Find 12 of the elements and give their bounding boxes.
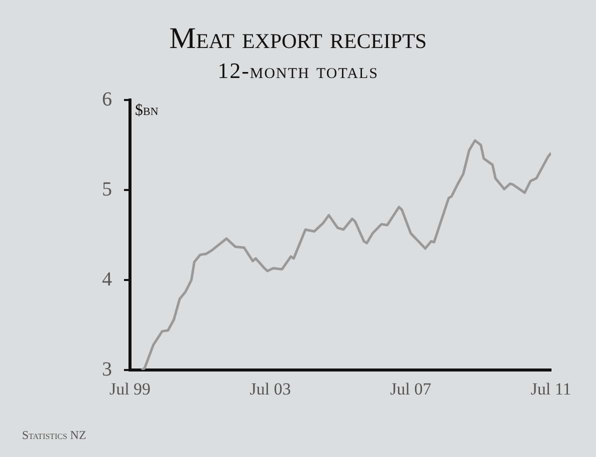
y-tick-label: 3 [102,358,112,380]
chart-subtitle: 12-month totals [216,58,380,84]
y-tick-label: 4 [102,268,112,290]
x-tick-label: Jul 99 [109,380,151,399]
x-tick-label: Jul 07 [390,380,432,399]
y-axis-title: $bn [135,102,158,120]
x-tick-label: Jul 11 [530,380,572,399]
text: Statistics NZ [22,428,86,443]
y-tick-label: 5 [102,178,112,200]
y-tick-label: 6 [102,88,112,110]
x-tick-label: Jul 03 [250,380,291,399]
chart-title: Meat export receipts [168,22,428,56]
